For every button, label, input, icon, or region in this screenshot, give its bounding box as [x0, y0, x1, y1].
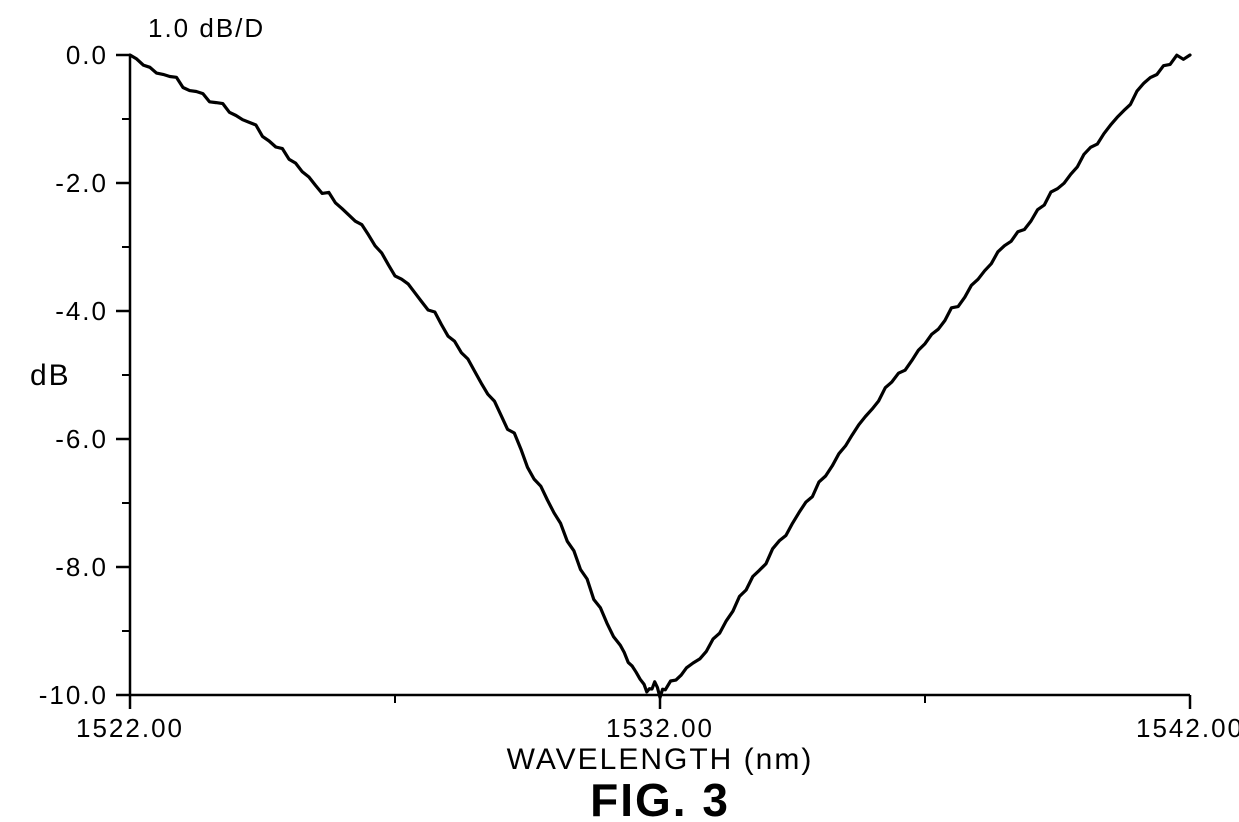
- x-tick-label: 1542.00: [1136, 713, 1239, 743]
- y-axis-label: dB: [30, 359, 71, 392]
- figure-container: 0.0 -2.0 -4.0 -6.0 -8.0 -10.01522.00 1532.00 15…: [0, 0, 1239, 822]
- figure-label: FIG. 3: [590, 774, 730, 822]
- y-tick-label: -10.0: [39, 680, 108, 710]
- chart-top-label: 1.0 dB/D: [148, 13, 265, 43]
- x-axis-label: WAVELENGTH (nm): [507, 743, 814, 776]
- x-tick-label: 1522.00: [76, 713, 184, 743]
- x-tick-label: 1532.00: [606, 713, 714, 743]
- chart-svg: 0.0 -2.0 -4.0 -6.0 -8.0 -10.01522.00 1532.00 15…: [0, 0, 1239, 822]
- y-tick-label: -4.0: [55, 296, 108, 326]
- y-tick-label: 0.0: [66, 40, 108, 70]
- y-tick-label: -6.0: [55, 424, 108, 454]
- y-tick-label: -8.0: [55, 552, 108, 582]
- y-tick-label: -2.0: [55, 168, 108, 198]
